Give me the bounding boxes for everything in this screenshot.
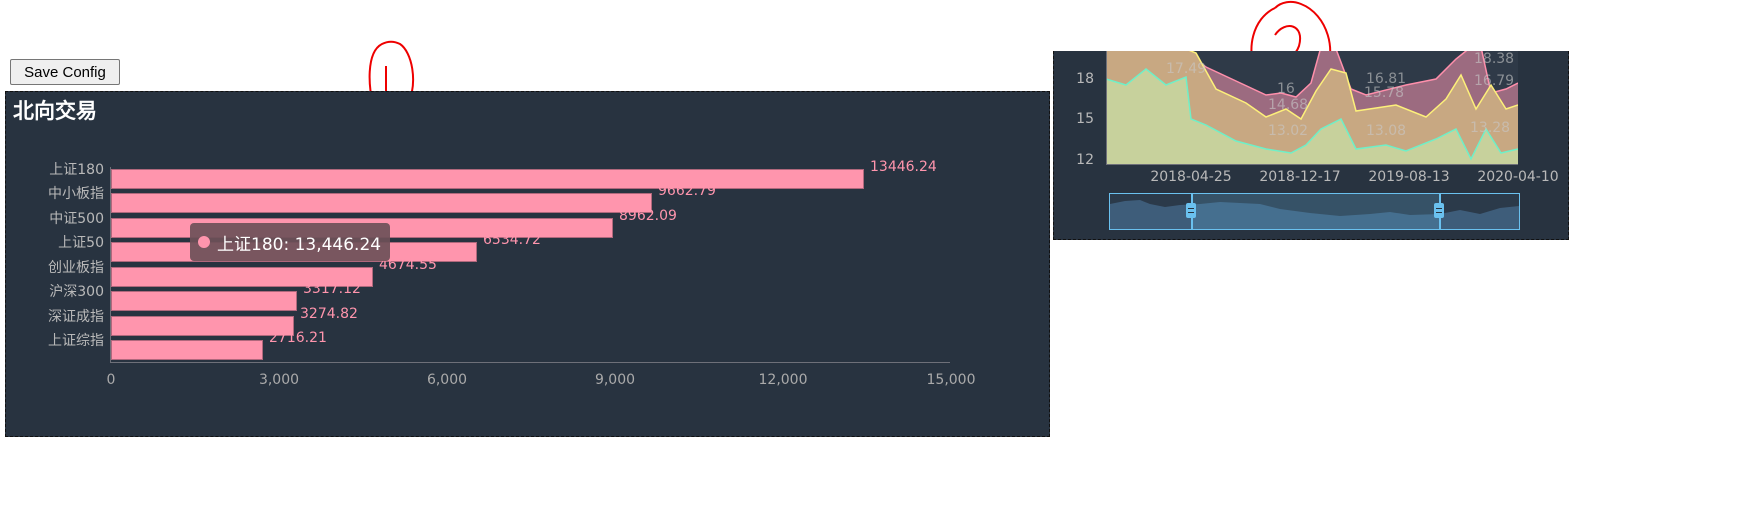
- x-tick-label: 2019-08-13: [1368, 169, 1450, 185]
- bar-上证综指[interactable]: [111, 340, 263, 360]
- category-label: 中证500: [49, 211, 104, 227]
- category-label: 上证180: [49, 162, 104, 178]
- svg-text:13.02: 13.02: [1268, 123, 1308, 139]
- value-label: 3274.82: [300, 306, 358, 322]
- category-label: 上证综指: [48, 333, 104, 349]
- value-label: 9662.79: [658, 183, 716, 199]
- value-label: 8962.09: [619, 208, 677, 224]
- stacked-area-chart: 17.49 16 14.68 13.02 16.81 15.78 13.08 1…: [1053, 51, 1569, 240]
- save-config-button[interactable]: Save Config: [10, 59, 120, 85]
- svg-text:14.68: 14.68: [1268, 97, 1308, 113]
- chart-title: 北向交易: [13, 99, 97, 123]
- y-tick-label: 18: [1076, 71, 1094, 87]
- svg-text:18.38: 18.38: [1474, 51, 1514, 67]
- x-tick-label: 2018-04-25: [1150, 169, 1232, 185]
- bar-创业板指[interactable]: [111, 267, 373, 287]
- tooltip-text: 上证180: 13,446.24: [217, 234, 382, 255]
- svg-text:16: 16: [1277, 81, 1295, 97]
- category-label: 沪深300: [49, 284, 104, 300]
- slider-handle-start[interactable]: [1186, 193, 1196, 230]
- y-tick-label: 12: [1076, 152, 1094, 168]
- svg-text:13.08: 13.08: [1366, 123, 1406, 139]
- x-tick-label: 3,000: [258, 372, 300, 388]
- value-label: 6534.72: [483, 232, 541, 248]
- bar-深证成指[interactable]: [111, 316, 294, 336]
- svg-text:15.78: 15.78: [1364, 85, 1404, 101]
- svg-text:13.28: 13.28: [1470, 120, 1510, 136]
- category-label: 中小板指: [48, 186, 104, 202]
- x-tick-label: 15,000: [926, 372, 976, 388]
- chart-tooltip: 上证180: 13,446.24: [190, 223, 391, 261]
- category-label: 深证成指: [48, 309, 104, 325]
- svg-text:16.81: 16.81: [1366, 71, 1406, 87]
- slider-preview: [1110, 194, 1519, 229]
- x-tick-label: 9,000: [594, 372, 636, 388]
- bar-沪深300[interactable]: [111, 291, 297, 311]
- x-tick-label: 2020-04-10: [1477, 169, 1559, 185]
- x-tick-label: 2018-12-17: [1259, 169, 1341, 185]
- bar-上证180[interactable]: [111, 169, 864, 189]
- tooltip-marker-icon: [198, 236, 210, 248]
- svg-text:17.49: 17.49: [1166, 61, 1206, 77]
- x-tick-label: 12,000: [758, 372, 808, 388]
- x-axis-line: [110, 362, 950, 363]
- x-tick-label: 6,000: [426, 372, 468, 388]
- northbound-bar-chart: 北向交易 上证180 13446.24 中小板指 9662.79 中证500 8…: [5, 91, 1050, 437]
- bar-中小板指[interactable]: [111, 193, 652, 213]
- value-label: 3317.12: [303, 281, 361, 297]
- slider-handle-end[interactable]: [1434, 193, 1444, 230]
- y-axis-line: [110, 167, 111, 363]
- value-label: 2716.21: [269, 330, 327, 346]
- category-label: 创业板指: [48, 260, 104, 276]
- x-tick-label: 0: [106, 372, 116, 388]
- y-tick-label: 15: [1076, 111, 1094, 127]
- svg-text:16.79: 16.79: [1474, 73, 1514, 89]
- area-plot: 17.49 16 14.68 13.02 16.81 15.78 13.08 1…: [1106, 51, 1518, 165]
- data-zoom-slider[interactable]: [1109, 193, 1520, 230]
- category-label: 上证50: [58, 235, 104, 251]
- value-label: 4674.55: [379, 257, 437, 273]
- value-label: 13446.24: [870, 159, 937, 175]
